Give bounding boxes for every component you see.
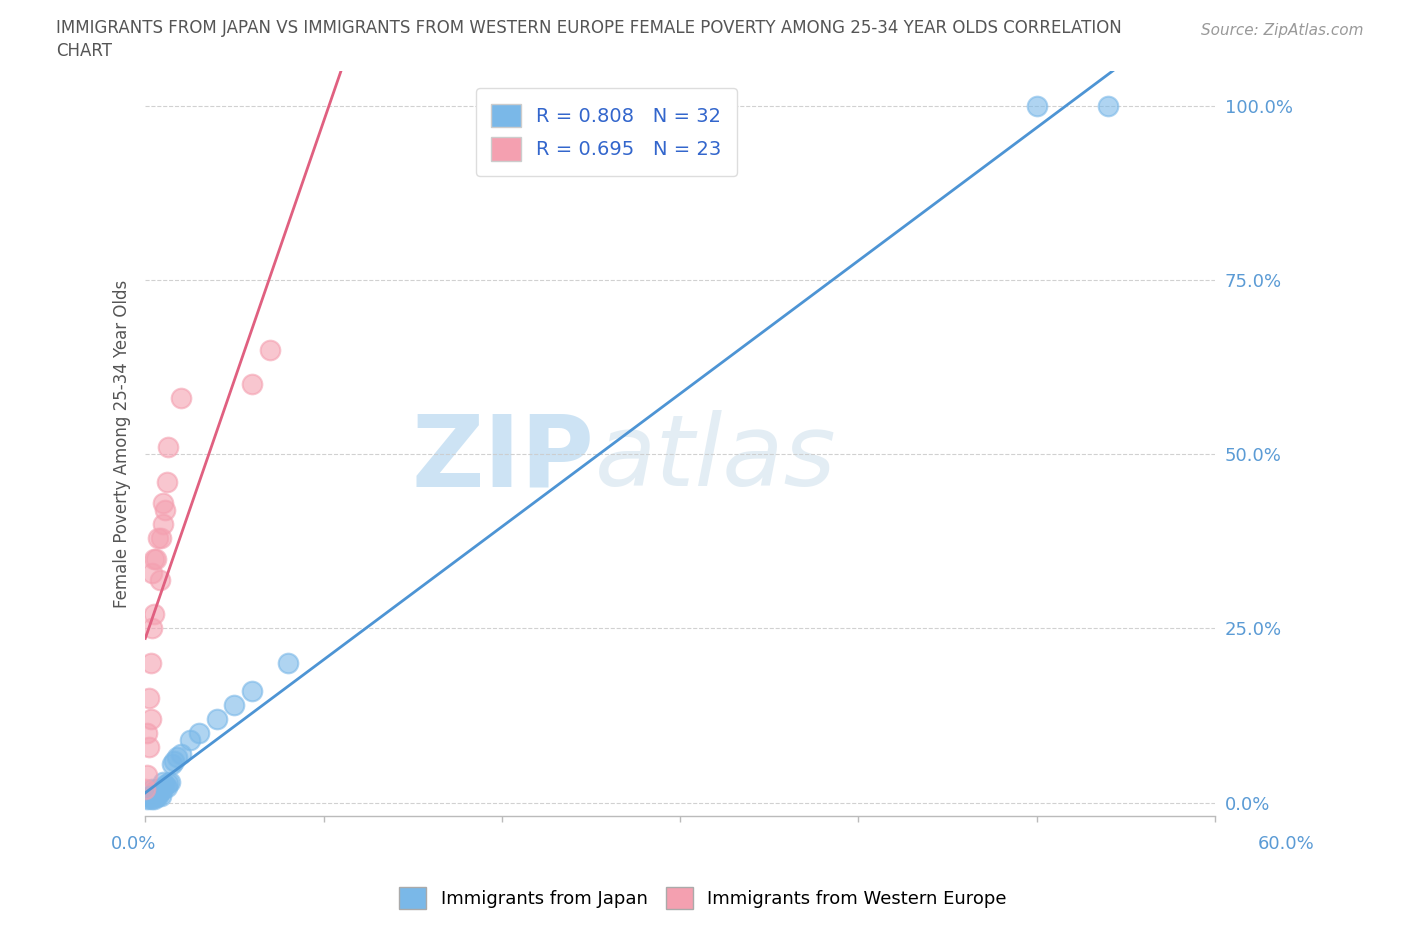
Point [145, 551, 167, 566]
Point [141, 565, 163, 580]
Point [150, 530, 173, 545]
Point [170, 746, 193, 761]
Point [136, 791, 159, 806]
Point [143, 791, 166, 806]
Text: 60.0%: 60.0% [1258, 835, 1315, 854]
Text: Source: ZipAtlas.com: Source: ZipAtlas.com [1201, 23, 1364, 38]
Point [166, 750, 188, 764]
Point [277, 656, 299, 671]
Point [1097, 99, 1119, 113]
Point [139, 788, 162, 803]
Point [139, 656, 162, 671]
Point [145, 790, 167, 804]
Point [148, 572, 170, 587]
Point [1025, 99, 1047, 113]
Y-axis label: Female Poverty Among 25-34 Year Olds: Female Poverty Among 25-34 Year Olds [114, 280, 131, 607]
Point [159, 774, 181, 789]
Legend: Immigrants from Japan, Immigrants from Western Europe: Immigrants from Japan, Immigrants from W… [392, 880, 1014, 916]
Point [157, 776, 180, 790]
Point [141, 788, 163, 803]
Point [141, 621, 163, 636]
Text: IMMIGRANTS FROM JAPAN VS IMMIGRANTS FROM WESTERN EUROPE FEMALE POVERTY AMONG 25-: IMMIGRANTS FROM JAPAN VS IMMIGRANTS FROM… [56, 19, 1122, 36]
Text: CHART: CHART [56, 42, 112, 60]
Point [139, 711, 162, 726]
Point [143, 607, 166, 622]
Point [153, 777, 176, 792]
Legend: R = 0.808   N = 32, R = 0.695   N = 23: R = 0.808 N = 32, R = 0.695 N = 23 [475, 88, 737, 177]
Point [146, 781, 169, 796]
Point [138, 691, 160, 706]
Point [136, 725, 159, 740]
Point [152, 516, 174, 531]
Point [150, 788, 173, 803]
Text: atlas: atlas [595, 410, 837, 507]
Point [145, 782, 167, 797]
Point [148, 785, 170, 800]
Point [240, 684, 263, 698]
Point [259, 342, 281, 357]
Point [187, 725, 209, 740]
Point [134, 781, 156, 796]
Point [152, 774, 174, 789]
Text: 0.0%: 0.0% [111, 835, 156, 854]
Point [157, 440, 180, 455]
Point [138, 739, 160, 754]
Point [156, 474, 179, 489]
Point [143, 551, 166, 566]
Point [156, 779, 179, 794]
Point [179, 732, 201, 747]
Point [141, 781, 163, 796]
Point [205, 711, 228, 726]
Point [224, 698, 246, 712]
Point [146, 530, 169, 545]
Point [170, 391, 193, 405]
Point [153, 502, 176, 517]
Point [146, 788, 169, 803]
Point [138, 790, 160, 804]
Point [240, 377, 263, 392]
Text: ZIP: ZIP [412, 410, 595, 507]
Point [152, 781, 174, 796]
Point [160, 757, 183, 772]
Point [163, 753, 186, 768]
Point [152, 496, 174, 511]
Point [143, 785, 166, 800]
Point [139, 791, 162, 806]
Point [136, 767, 159, 782]
